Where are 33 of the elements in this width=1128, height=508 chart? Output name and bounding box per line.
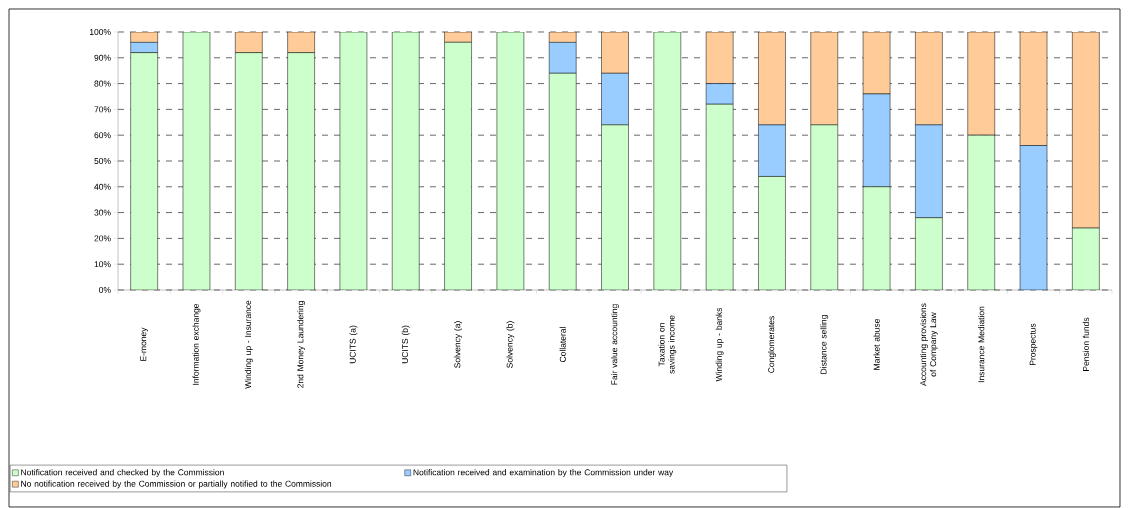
y-tick-label: 0%: [99, 287, 111, 293]
y-tick-label: 60%: [94, 132, 111, 139]
x-tick-label: 2nd Money Laundering: [297, 301, 306, 388]
x-tick-label: Pension funds: [1082, 317, 1089, 371]
x-tick-label: Winding up - Insurance: [244, 300, 253, 389]
x-tick-label: Information exchange: [192, 303, 201, 385]
legend-label: Notification received and checked by the Commission: [21, 469, 224, 477]
x-tick-label: Solvency (b): [506, 321, 515, 368]
x-tick-label: Fair value accounting: [611, 304, 619, 385]
x-tick-label: Taxation on savings income: [658, 315, 677, 374]
x-tick-label: Winding up - banks: [715, 307, 724, 382]
legend-label: Notification received and examination by the Commission under way: [413, 469, 674, 477]
y-tick-label: 70%: [94, 106, 111, 113]
x-tick-label: Distance selling: [820, 315, 829, 374]
x-tick-label: Prospectus: [1029, 323, 1038, 365]
y-tick-label: 100%: [89, 29, 111, 35]
x-tick-label: Accounting provisions of Company Law: [919, 303, 938, 386]
y-tick-label: 30%: [94, 209, 111, 216]
x-tick-label: Conglomerates: [768, 316, 776, 373]
x-tick-label: Solvency (a): [454, 321, 462, 368]
y-tick-label: 40%: [94, 183, 111, 190]
x-tick-label: Collateral: [559, 327, 566, 362]
x-tick-label: Insurance Mediation: [978, 306, 985, 383]
y-tick-label: 50%: [94, 158, 111, 164]
y-tick-label: 80%: [94, 80, 111, 87]
x-tick-label: Market abuse: [873, 319, 880, 370]
legend-label: No notification received by the Commission or partially notified to the Commission: [21, 480, 332, 489]
x-tick-label: UCITS (b): [401, 325, 410, 364]
x-tick-label: E-money: [140, 327, 148, 361]
y-tick-label: 90%: [94, 54, 111, 61]
x-tick-label: UCITS (a): [349, 325, 358, 364]
y-tick-label: 10%: [94, 261, 111, 268]
y-tick-label: 20%: [94, 235, 111, 242]
